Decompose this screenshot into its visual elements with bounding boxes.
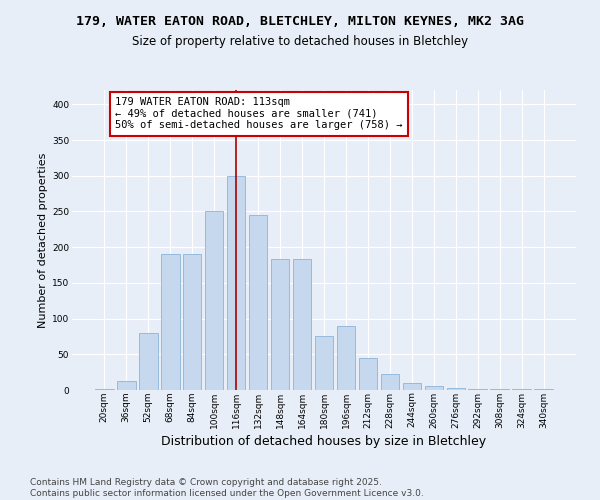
Text: Size of property relative to detached houses in Bletchley: Size of property relative to detached ho… <box>132 35 468 48</box>
Bar <box>161 254 179 390</box>
Bar <box>425 386 443 390</box>
X-axis label: Distribution of detached houses by size in Bletchley: Distribution of detached houses by size … <box>161 434 487 448</box>
Bar <box>95 388 113 390</box>
Bar <box>337 326 355 390</box>
Bar <box>205 212 223 390</box>
Bar <box>490 388 509 390</box>
Bar <box>380 374 399 390</box>
Bar <box>249 215 268 390</box>
Bar <box>293 260 311 390</box>
Bar <box>403 383 421 390</box>
Text: 179 WATER EATON ROAD: 113sqm
← 49% of detached houses are smaller (741)
50% of s: 179 WATER EATON ROAD: 113sqm ← 49% of de… <box>115 97 403 130</box>
Text: 179, WATER EATON ROAD, BLETCHLEY, MILTON KEYNES, MK2 3AG: 179, WATER EATON ROAD, BLETCHLEY, MILTON… <box>76 15 524 28</box>
Text: Contains HM Land Registry data © Crown copyright and database right 2025.
Contai: Contains HM Land Registry data © Crown c… <box>30 478 424 498</box>
Bar <box>183 254 202 390</box>
Bar <box>139 333 158 390</box>
Bar <box>271 260 289 390</box>
Bar <box>314 336 334 390</box>
Bar <box>469 388 487 390</box>
Y-axis label: Number of detached properties: Number of detached properties <box>38 152 48 328</box>
Bar <box>117 382 136 390</box>
Bar <box>227 176 245 390</box>
Bar <box>446 388 465 390</box>
Bar <box>359 358 377 390</box>
